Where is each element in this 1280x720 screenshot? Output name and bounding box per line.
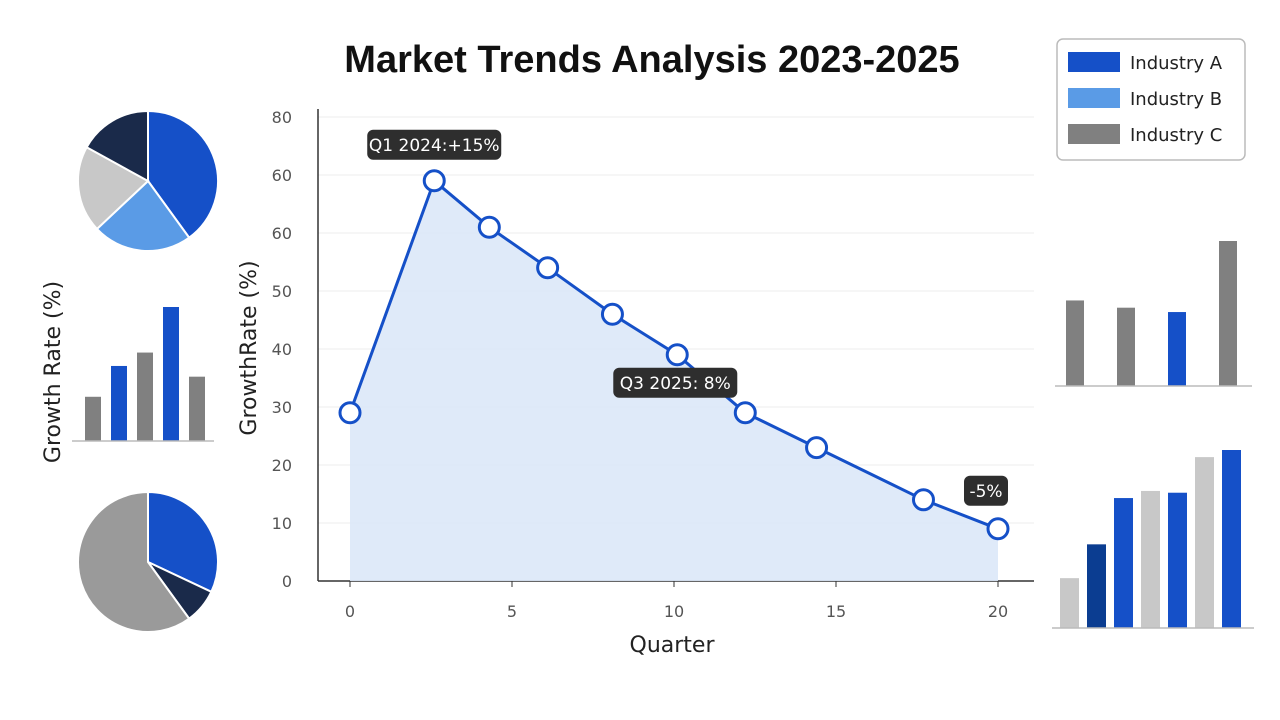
annotation-label: Q3 2025: 8% <box>620 374 731 394</box>
bar <box>1087 544 1106 628</box>
bar <box>1114 498 1133 628</box>
legend-label: Industry B <box>1130 89 1222 110</box>
bar <box>1060 578 1079 628</box>
bar <box>189 376 205 441</box>
left-bar-chart: Growth Rate (%) <box>41 281 214 463</box>
main-plot: GrowthRate (%) Quarter 01020304050606080… <box>237 108 1034 658</box>
y-tick-label: 60 <box>272 166 292 185</box>
legend: Industry A Industry B Industry C <box>1056 38 1246 161</box>
bar <box>137 352 153 441</box>
pie-slice <box>77 145 150 231</box>
bar <box>111 365 127 441</box>
y-tick-label: 10 <box>272 514 292 533</box>
pie-slice <box>147 109 219 240</box>
legend-swatch <box>1068 124 1120 144</box>
data-point <box>422 169 446 193</box>
bar <box>1195 457 1214 628</box>
x-tick-label: 5 <box>507 602 517 621</box>
chart-title: Market Trends Analysis 2023-2025 <box>344 39 959 81</box>
annotation: Q3 2025: 8% <box>613 367 738 398</box>
legend-label: Industry A <box>1130 53 1223 74</box>
annotation: -5% <box>964 475 1008 506</box>
annotation: Q1 2024:+15% <box>367 129 502 160</box>
data-point <box>733 401 757 425</box>
left-pie-top <box>77 109 219 252</box>
data-point <box>665 343 689 367</box>
bar <box>85 396 101 441</box>
legend-label: Industry C <box>1130 125 1222 146</box>
right-bar-chart-top <box>1055 241 1252 387</box>
bar <box>1168 312 1186 386</box>
x-tick-label: 10 <box>664 602 684 621</box>
right-bar-chart-bottom <box>1052 450 1254 629</box>
annotation-box <box>964 475 1008 506</box>
y-tick-label: 30 <box>272 398 292 417</box>
bar <box>1168 492 1187 628</box>
data-point <box>338 401 362 425</box>
x-tick-label: 15 <box>826 602 846 621</box>
left-pie-bottom <box>77 490 219 633</box>
y-tick-label: 0 <box>282 572 292 591</box>
y-tick-label: 60 <box>272 224 292 243</box>
bar <box>1117 307 1135 386</box>
pie-slice <box>77 490 191 633</box>
pie-slice <box>95 179 191 252</box>
y-tick-label: 50 <box>272 282 292 301</box>
data-point <box>600 302 624 326</box>
y-tick-label: 80 <box>272 108 292 127</box>
bar <box>1219 241 1237 386</box>
annotation-label: -5% <box>969 482 1002 502</box>
bar <box>1222 450 1241 628</box>
legend-swatch <box>1068 52 1120 72</box>
y-axis-title: GrowthRate (%) <box>237 260 262 435</box>
data-point <box>911 488 935 512</box>
pie-slice <box>147 490 219 594</box>
data-point <box>986 517 1010 541</box>
annotation-label: Q1 2024:+15% <box>369 136 500 156</box>
y-tick-label: 40 <box>272 340 292 359</box>
data-point <box>477 215 501 239</box>
y-tick-label: 20 <box>272 456 292 475</box>
data-point <box>536 256 560 280</box>
bar <box>163 307 179 441</box>
pie-slice <box>85 109 149 183</box>
series-line <box>348 178 999 531</box>
annotation-box <box>613 367 738 398</box>
x-tick-label: 20 <box>988 602 1008 621</box>
bar <box>1141 490 1160 628</box>
annotation-box <box>367 129 502 160</box>
x-axis-title: Quarter <box>630 633 716 658</box>
data-point <box>805 436 829 460</box>
bar <box>1066 300 1084 386</box>
x-tick-label: 0 <box>345 602 355 621</box>
legend-swatch <box>1068 88 1120 108</box>
left-bars-ylabel: Growth Rate (%) <box>41 281 66 463</box>
